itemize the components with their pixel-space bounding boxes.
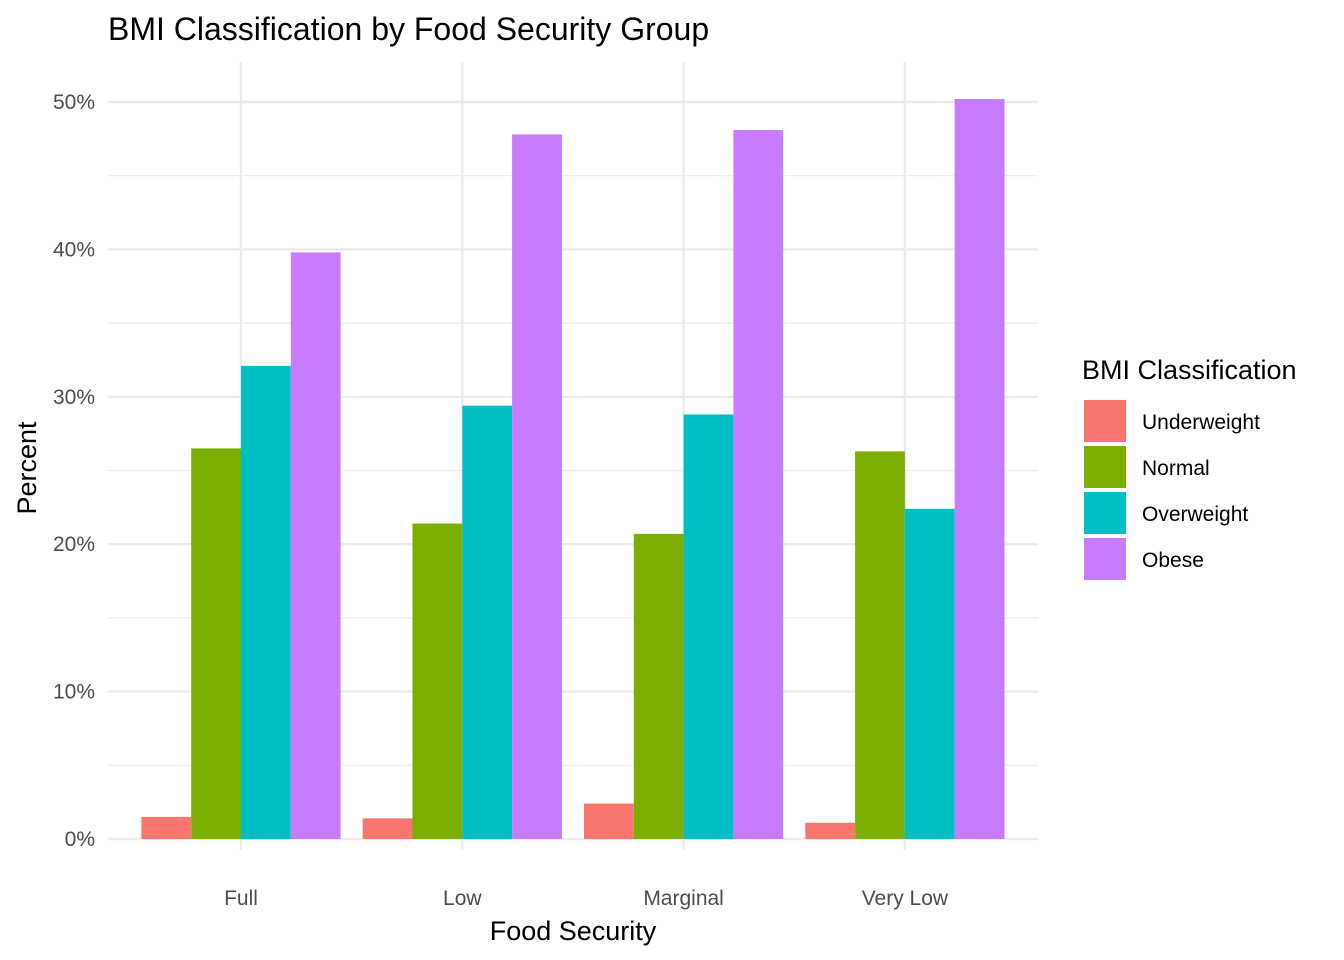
legend-label-normal: Normal — [1142, 457, 1210, 480]
bar-obese-marginal — [733, 130, 784, 840]
y-tick-label: 10% — [53, 681, 95, 704]
legend-label-underweight: Underweight — [1142, 411, 1260, 434]
x-tick-label: Low — [443, 887, 482, 910]
bar-underweight-marginal — [584, 803, 634, 839]
legend-title: BMI Classification — [1082, 355, 1297, 385]
legend-key-normal — [1084, 446, 1126, 488]
bar-normal-very-low — [855, 451, 905, 839]
bar-overweight-very-low — [904, 508, 955, 839]
legend-label-obese: Obese — [1142, 549, 1204, 572]
legend-label-overweight: Overweight — [1142, 503, 1248, 526]
y-tick-label: 30% — [53, 386, 95, 409]
legend-key-overweight — [1084, 492, 1126, 534]
legend: BMI Classification Underweight Normal Over… — [1082, 355, 1297, 580]
bar-obese-very-low — [954, 99, 1005, 839]
legend-key-underweight — [1084, 400, 1126, 442]
bar-overweight-low — [462, 405, 513, 839]
bar-normal-low — [412, 523, 463, 839]
chart-title: BMI Classification by Food Security Grou… — [108, 11, 709, 47]
bar-underweight-low — [362, 818, 413, 839]
bar-overweight-full — [241, 365, 291, 839]
x-tick-label: Marginal — [643, 887, 724, 910]
y-tick-label: 40% — [53, 238, 95, 261]
legend-key-obese — [1084, 538, 1126, 580]
bars — [141, 99, 1005, 840]
bar-underweight-full — [141, 816, 192, 839]
bar-obese-full — [290, 252, 341, 839]
x-axis-title: Food Security — [490, 916, 657, 946]
y-axis-title: Percent — [12, 421, 42, 515]
bar-overweight-marginal — [683, 414, 734, 839]
bar-underweight-very-low — [805, 822, 856, 839]
x-tick-label: Full — [224, 887, 258, 910]
y-tick-label: 50% — [53, 91, 95, 114]
y-tick-label: 20% — [53, 533, 95, 556]
x-tick-label: Very Low — [862, 887, 949, 910]
y-axis-ticks: 0% 10% 20% 30% 40% 50% — [53, 91, 95, 851]
bar-normal-full — [191, 448, 241, 839]
y-tick-label: 0% — [65, 828, 95, 851]
bar-normal-marginal — [633, 533, 684, 839]
x-axis-ticks: Full Low Marginal Very Low — [224, 887, 949, 910]
bar-obese-low — [512, 134, 562, 840]
